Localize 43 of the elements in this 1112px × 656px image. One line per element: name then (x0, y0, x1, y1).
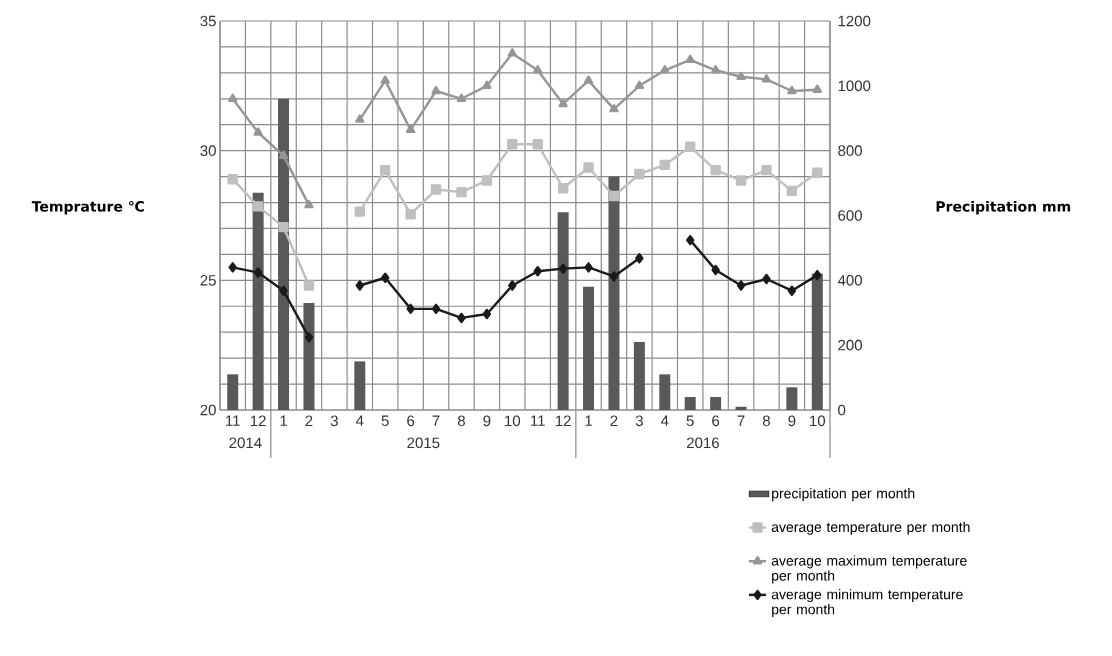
y2-tick-label: 0 (838, 404, 846, 416)
x-tick-label: 5 (381, 415, 389, 426)
x-tick-label: 8 (762, 415, 770, 427)
x-tick-label: 1 (585, 415, 592, 426)
y-tick-label: 20 (200, 404, 216, 416)
legend-label: precipitation per month (772, 488, 915, 502)
y2-axis-title: Precipitation mm (936, 200, 1071, 215)
y-axis-title: Temprature ℃ (31, 201, 144, 215)
x-tick-label: 2 (305, 415, 313, 426)
y2-tick-label: 400 (837, 275, 862, 286)
x-tick-label: 8 (457, 415, 465, 427)
x-tick-label: 4 (660, 415, 669, 426)
legend-label: average temperature per month (771, 521, 970, 535)
text: 2014 (229, 437, 262, 449)
x-tick-label: 6 (407, 415, 415, 427)
x-tick-label: 4 (355, 415, 364, 426)
y2-tick-label: 200 (838, 339, 862, 351)
text: 2016 (686, 437, 719, 449)
x-tick-label: 3 (635, 415, 643, 427)
x-tick-label: 12 (250, 415, 266, 426)
y-tick-label: 35 (200, 15, 216, 27)
x-tick-label: 9 (483, 415, 491, 427)
x-tick-label: 7 (432, 415, 440, 426)
y-tick-label: 25 (200, 275, 216, 286)
x-tick-label: 9 (788, 415, 796, 427)
x-tick-label: 6 (712, 415, 720, 427)
x-tick-label: 7 (737, 415, 745, 426)
text: 2015 (407, 437, 440, 449)
y2-tick-label: 1000 (838, 80, 871, 92)
x-tick-label: 11 (531, 415, 545, 426)
y2-tick-label: 800 (838, 145, 862, 156)
x-tick-label: 12 (555, 415, 571, 426)
x-tick-label: 3 (330, 415, 338, 427)
x-tick-label: 1 (280, 415, 287, 426)
y2-tick-label: 600 (838, 210, 862, 221)
y-tick-label: 30 (200, 145, 216, 156)
x-tick-label: 10 (505, 415, 521, 427)
x-tick-label: 11 (226, 415, 240, 426)
x-tick-label: 10 (810, 415, 826, 427)
x-tick-label: 2 (610, 415, 618, 426)
y2-tick-label: 1200 (838, 15, 871, 27)
legend-label: average minimum temperature per month (771, 589, 963, 618)
x-tick-label: 5 (686, 415, 694, 426)
